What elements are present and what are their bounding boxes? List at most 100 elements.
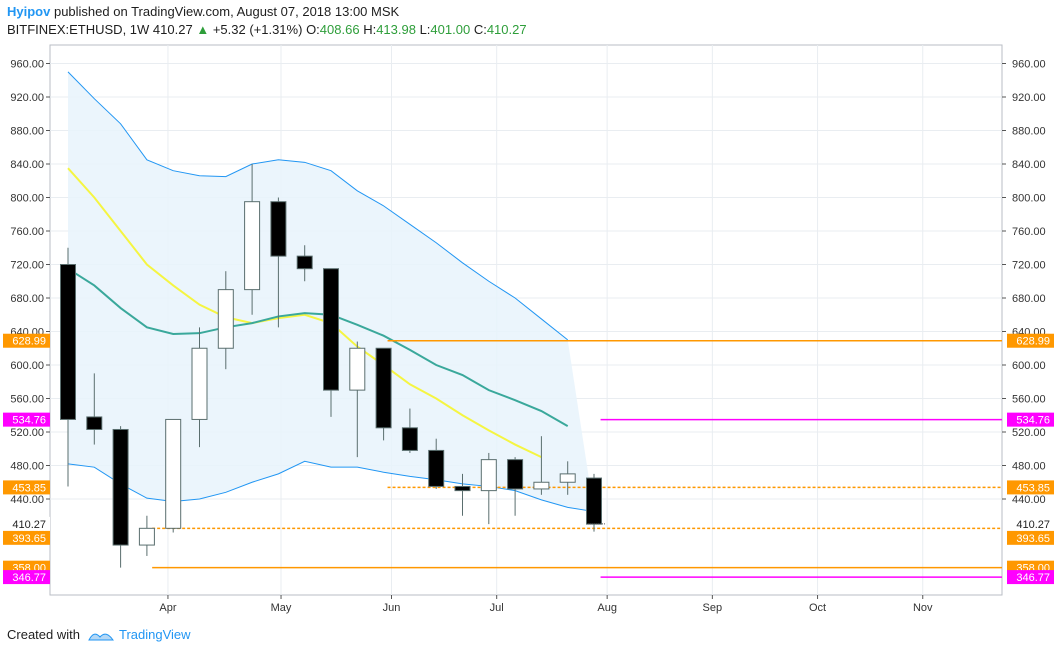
y-tick-label-left: 880.00: [10, 126, 44, 138]
candle-body[interactable]: [112, 428, 129, 546]
high-value: 413.98: [376, 22, 416, 37]
level-badge-left-bg: [3, 530, 50, 545]
up-arrow-icon: ▲: [196, 22, 210, 37]
level-badge-right-bg: [1007, 570, 1054, 585]
y-tick-label-right: 840.00: [1012, 159, 1046, 171]
level-badge-right-bg: [1007, 333, 1054, 348]
level-badge-right-bg: [1007, 530, 1054, 545]
y-tick-label-right: 560.00: [1012, 394, 1046, 406]
last-price-badge-left-bg: [3, 516, 50, 531]
x-tick-label: Aug: [597, 602, 617, 614]
author-name[interactable]: Hyipov: [7, 4, 51, 19]
candle-body[interactable]: [217, 289, 234, 349]
y-tick-label-left: 520.00: [10, 427, 44, 439]
level-badge-right: 393.65: [1016, 533, 1050, 545]
level-badge-left: 453.85: [12, 482, 46, 494]
moving-average-teal: [67, 267, 569, 428]
tradingview-link[interactable]: TradingView: [118, 627, 191, 642]
level-badge-left-bg: [3, 480, 50, 495]
moving-average-yellow: [67, 167, 542, 459]
y-tick-label-right: 600.00: [1012, 360, 1046, 372]
candle-body[interactable]: [270, 201, 287, 257]
bollinger-lower-line: [67, 460, 595, 513]
level-badge-left: 393.65: [12, 533, 46, 545]
high-label: H:: [363, 22, 377, 37]
last-price-badge-left: 410.27: [12, 519, 46, 531]
y-tick-label-left: 720.00: [10, 260, 44, 272]
candle-body[interactable]: [296, 255, 313, 270]
x-tick-label: May: [271, 602, 292, 614]
close-label: C:: [473, 22, 487, 37]
level-badge-right-bg: [1007, 412, 1054, 427]
candle-body[interactable]: [349, 347, 366, 391]
y-tick-label-right: 960.00: [1012, 59, 1046, 71]
y-tick-label-left: 760.00: [10, 226, 44, 238]
candle-body[interactable]: [428, 449, 445, 487]
y-tick-label-left: 800.00: [10, 193, 44, 205]
x-tick-label: Nov: [913, 602, 933, 614]
level-badge-left-bg: [3, 570, 50, 585]
candle-body[interactable]: [533, 481, 550, 490]
x-tick-label: Sep: [703, 602, 723, 614]
level-badge-right: 346.77: [1016, 572, 1050, 584]
level-badge-left-bg: [3, 333, 50, 348]
y-tick-label-right: 520.00: [1012, 427, 1046, 439]
tradingview-logo-icon[interactable]: [88, 628, 114, 642]
candle-body[interactable]: [86, 416, 103, 430]
level-badge-left-bg: [3, 412, 50, 427]
level-badge-left: 346.77: [12, 572, 46, 584]
y-tick-label-right: 440.00: [1012, 494, 1046, 506]
publish-info: published on TradingView.com, August 07,…: [53, 4, 400, 19]
level-badge-right: 628.99: [1016, 336, 1050, 348]
last-price: 410.27: [152, 22, 193, 37]
publish-line: Hyipov published on TradingView.com, Aug…: [7, 4, 399, 19]
level-badge-left: 534.76: [12, 415, 46, 427]
y-tick-label-left: 600.00: [10, 360, 44, 372]
y-tick-label-left: 480.00: [10, 461, 44, 473]
open-label: O:: [306, 22, 320, 37]
level-badge-right-bg: [1007, 480, 1054, 495]
low-label: L:: [419, 22, 431, 37]
candle-body[interactable]: [454, 485, 471, 492]
y-tick-label-right: 920.00: [1012, 92, 1046, 104]
created-with-label: Created with: [7, 627, 80, 642]
last-price-badge-right-bg: [1007, 516, 1054, 531]
ohlc-line: BITFINEX:ETHUSD, 1W 410.27 ▲ +5.32 (+1.3…: [7, 22, 527, 37]
price-change: +5.32 (+1.31%): [212, 22, 303, 37]
candle-body[interactable]: [323, 268, 339, 391]
y-tick-label-right: 880.00: [1012, 126, 1046, 138]
candle-body[interactable]: [165, 418, 182, 529]
candle-body[interactable]: [191, 347, 208, 420]
y-tick-label-left: 920.00: [10, 92, 44, 104]
candle-body[interactable]: [375, 347, 392, 429]
candle-body[interactable]: [507, 459, 524, 490]
x-tick-label: Jun: [383, 602, 401, 614]
level-badge-right: 534.76: [1016, 415, 1050, 427]
y-tick-label-right: 800.00: [1012, 193, 1046, 205]
y-tick-label-left: 440.00: [10, 494, 44, 506]
close-value: 410.27: [486, 22, 527, 37]
y-tick-label-right: 480.00: [1012, 461, 1046, 473]
candle-body[interactable]: [401, 427, 418, 451]
x-tick-label: Apr: [159, 602, 176, 614]
candle-body[interactable]: [138, 527, 155, 546]
y-tick-label-left: 960.00: [10, 59, 44, 71]
y-tick-label-right: 720.00: [1012, 260, 1046, 272]
x-tick-label: Oct: [809, 602, 826, 614]
y-tick-label-right: 760.00: [1012, 226, 1046, 238]
low-value: 401.00: [430, 22, 471, 37]
candle-body[interactable]: [244, 201, 261, 291]
candle-body[interactable]: [559, 473, 576, 483]
level-badge-left: 628.99: [12, 336, 46, 348]
open-value: 408.66: [319, 22, 360, 37]
symbol-label: BITFINEX:ETHUSD, 1W: [7, 22, 150, 37]
candle-body[interactable]: [480, 459, 497, 492]
footer: Created with TradingView: [7, 627, 191, 642]
y-tick-label-right: 680.00: [1012, 293, 1046, 305]
bollinger-upper-line: [67, 71, 569, 341]
last-price-badge-right: 410.27: [1016, 519, 1050, 531]
candle-body[interactable]: [60, 264, 76, 420]
candle-body[interactable]: [586, 477, 602, 525]
y-tick-label-left: 680.00: [10, 293, 44, 305]
